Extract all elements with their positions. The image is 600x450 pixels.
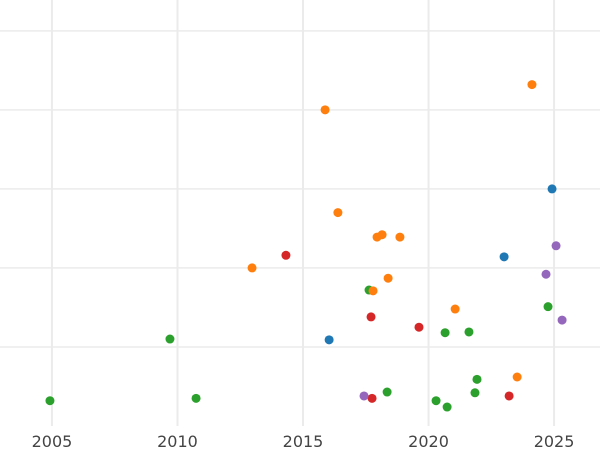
x-tick-label: 2015 <box>283 432 324 450</box>
data-point <box>527 80 537 90</box>
data-point <box>324 335 334 345</box>
data-point <box>450 304 460 314</box>
data-point <box>359 391 369 401</box>
data-point <box>472 374 482 384</box>
x-axis-ticks: 2005 2010 2015 2020 2025 <box>32 432 575 450</box>
data-point <box>557 315 567 325</box>
grid <box>0 0 600 426</box>
x-tick-label: 2005 <box>32 432 73 450</box>
data-point <box>541 269 551 279</box>
data-point <box>547 184 557 194</box>
data-point <box>442 402 452 412</box>
data-point <box>395 232 405 242</box>
data-point <box>382 387 392 397</box>
data-point <box>431 396 441 406</box>
data-point <box>512 372 522 382</box>
data-point <box>165 334 175 344</box>
data-point <box>414 322 424 332</box>
data-point <box>440 328 450 338</box>
data-point <box>247 263 257 273</box>
x-tick-label: 2010 <box>157 432 198 450</box>
data-point <box>551 241 561 251</box>
x-tick-label: 2025 <box>534 432 575 450</box>
data-point <box>45 396 55 406</box>
data-point <box>470 388 480 398</box>
data-point <box>366 312 376 322</box>
data-point <box>333 208 343 218</box>
data-point <box>377 230 387 240</box>
data-point <box>499 252 509 262</box>
data-point <box>383 273 393 283</box>
data-point <box>281 250 291 260</box>
data-points <box>45 80 567 412</box>
data-point <box>320 105 330 115</box>
data-point <box>543 302 553 312</box>
data-point <box>464 327 474 337</box>
data-point <box>368 286 378 296</box>
data-point <box>504 391 514 401</box>
data-point <box>191 393 201 403</box>
x-tick-label: 2020 <box>408 432 449 450</box>
data-point <box>367 393 377 403</box>
